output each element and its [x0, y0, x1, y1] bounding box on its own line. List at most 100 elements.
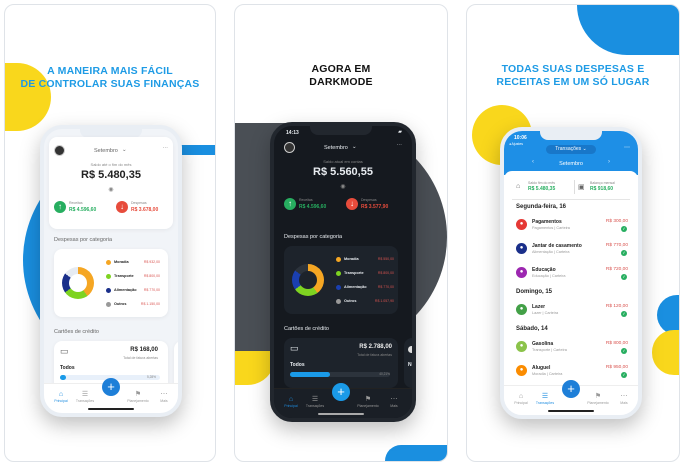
- transaction-name: Aluguel: [532, 365, 551, 371]
- back-link[interactable]: ◂ Ajustes: [509, 142, 524, 146]
- legend-dot: [106, 288, 111, 293]
- expense-value: R$ 3.678,00: [131, 207, 159, 213]
- transaction-subtitle: Pagamentos | Carteira: [532, 226, 570, 230]
- transaction-subtitle: Moradia | Carteira: [532, 372, 563, 376]
- avatar[interactable]: [284, 142, 295, 153]
- tab-mais[interactable]: ⋯ Mais: [150, 390, 178, 403]
- tab-principal[interactable]: ⌂ Principal: [47, 390, 75, 403]
- month-selector[interactable]: Setembro: [324, 145, 348, 151]
- card-amount-label: Total de fatura abertas: [357, 353, 392, 357]
- lock-icon: ⌂: [516, 183, 521, 190]
- flag-icon: ⚑: [594, 393, 602, 400]
- wallet-icon: ▣: [578, 184, 585, 191]
- add-button[interactable]: +: [562, 380, 580, 398]
- battery-icon: ▰: [398, 129, 402, 135]
- tab-transações[interactable]: ☰ Transações: [301, 395, 329, 408]
- caption-line: A MANEIRA MAIS FÁCIL: [47, 65, 173, 77]
- more-icon[interactable]: ⋯: [624, 145, 630, 151]
- legend-label: Alimentação: [114, 288, 137, 292]
- home-icon: ⌂: [288, 396, 294, 403]
- yellow-circle-decoration: [652, 330, 679, 375]
- legend-label: Alimentação: [344, 285, 367, 289]
- tab-planejamento[interactable]: ⚑ Planejamento: [124, 390, 152, 403]
- transaction-name: Jantar de casamento: [532, 243, 582, 249]
- category-icon: ●: [516, 365, 527, 376]
- view-selector[interactable]: Transações ⌄: [546, 145, 596, 154]
- add-button[interactable]: +: [102, 378, 120, 396]
- day-header: Domingo, 15: [516, 289, 553, 295]
- transaction-row[interactable]: ● Aluguel Moradia | Carteira R$ 950,00 ✓: [512, 363, 630, 385]
- card-percent: 40,21%: [379, 372, 390, 376]
- tab-planejamento[interactable]: ⚑ Planejamento: [584, 392, 612, 405]
- transaction-value: R$ 950,00: [605, 365, 628, 370]
- transaction-value: R$ 300,00: [605, 219, 628, 224]
- transaction-row[interactable]: ● Pagamentos Pagamentos | Carteira R$ 300…: [512, 217, 630, 239]
- arrow-up-icon: ↑: [54, 201, 66, 213]
- tab-principal[interactable]: ⌂ Principal: [277, 395, 305, 408]
- view-title: Transações: [555, 146, 582, 152]
- blue-circle-decoration: [657, 295, 679, 335]
- income-value: R$ 4.596,60: [69, 207, 97, 213]
- credit-card-all[interactable]: [284, 338, 398, 388]
- tab-planejamento[interactable]: ⚑ Planejamento: [354, 395, 382, 408]
- tab-label: Transações: [75, 399, 95, 403]
- day-header: Sábado, 14: [516, 326, 548, 332]
- prev-month-button[interactable]: ‹: [532, 159, 534, 165]
- credit-card-next[interactable]: [404, 338, 412, 388]
- chevron-down-icon[interactable]: ⌄: [122, 147, 127, 153]
- card-progress-fill: [290, 372, 331, 377]
- category-icon: ●: [516, 304, 527, 315]
- transaction-row[interactable]: ● Educação Educação | Carteira R$ 720,00 ✓: [512, 265, 630, 287]
- more-icon[interactable]: ⋯: [162, 146, 169, 152]
- card-percent: 5,28%: [146, 375, 156, 379]
- tab-label: Transações: [305, 404, 325, 408]
- tab-mais[interactable]: ⋯ Mais: [610, 392, 638, 405]
- legend-value: R$ 550,00: [377, 257, 394, 261]
- caption-line: TODAS SUAS DESPESAS E: [501, 63, 645, 75]
- income-label: Receitas: [299, 198, 313, 202]
- tab-principal[interactable]: ⌂ Principal: [507, 392, 535, 405]
- next-month-button[interactable]: ›: [608, 159, 610, 165]
- category-icon: ●: [516, 243, 527, 254]
- chevron-down-icon[interactable]: ⌄: [352, 144, 357, 150]
- transaction-value: R$ 770,00: [605, 243, 628, 248]
- categories-title: Despesas por categoria: [284, 234, 343, 240]
- arrow-up-icon: ↑: [284, 198, 296, 210]
- transaction-value: R$ 720,00: [605, 267, 628, 272]
- more-icon: ⋯: [620, 393, 628, 400]
- eye-icon[interactable]: ◉: [340, 184, 346, 190]
- transaction-row[interactable]: ● Jantar de casamento Alimentação | Carte…: [512, 241, 630, 263]
- notch: [80, 129, 142, 138]
- home-indicator: [88, 408, 134, 410]
- arrow-down-icon: ↓: [346, 198, 358, 210]
- caption: TODAS SUAS DESPESAS E RECEITAS EM UM SÓ L…: [467, 63, 679, 89]
- month-selector[interactable]: Setembro: [94, 148, 118, 154]
- caption: AGORA EM DARKMODE: [235, 63, 447, 89]
- expense-value: R$ 3.577,90: [361, 204, 389, 210]
- check-icon: ✓: [621, 311, 627, 317]
- content-top: [504, 171, 638, 181]
- transaction-value: R$ 120,00: [605, 304, 628, 309]
- more-icon[interactable]: ⋯: [396, 143, 403, 149]
- card-name: Todos: [290, 362, 305, 368]
- legend-label: Moradia: [344, 257, 359, 261]
- transaction-row[interactable]: ● Lazer Lazer | Carteira R$ 120,00 ✓: [512, 302, 630, 324]
- tab-mais[interactable]: ⋯ Mais: [380, 395, 408, 408]
- legend-dot: [336, 285, 341, 290]
- tab-transações[interactable]: ☰ Transações: [71, 390, 99, 403]
- eye-icon[interactable]: ◉: [108, 187, 114, 193]
- transaction-name: Gasolina: [532, 341, 554, 347]
- legend-value: R$ 932,00: [143, 260, 160, 264]
- credit-card-next[interactable]: [174, 341, 178, 391]
- check-icon: ✓: [621, 348, 627, 354]
- avatar[interactable]: [54, 145, 65, 156]
- category-icon: ●: [516, 267, 527, 278]
- panel-transactions: TODAS SUAS DESPESAS E RECEITAS EM UM SÓ L…: [466, 4, 680, 462]
- caption-line: RECEITAS EM UM SÓ LUGAR: [496, 76, 650, 88]
- add-button[interactable]: +: [332, 383, 350, 401]
- expense-label: Despesas: [131, 201, 147, 205]
- legend-value: R$ 770,00: [377, 285, 394, 289]
- tab-transações[interactable]: ☰ Transações: [531, 392, 559, 405]
- category-icon: ●: [516, 341, 527, 352]
- transaction-row[interactable]: ● Gasolina Transporte | Carteira R$ 800,0…: [512, 339, 630, 361]
